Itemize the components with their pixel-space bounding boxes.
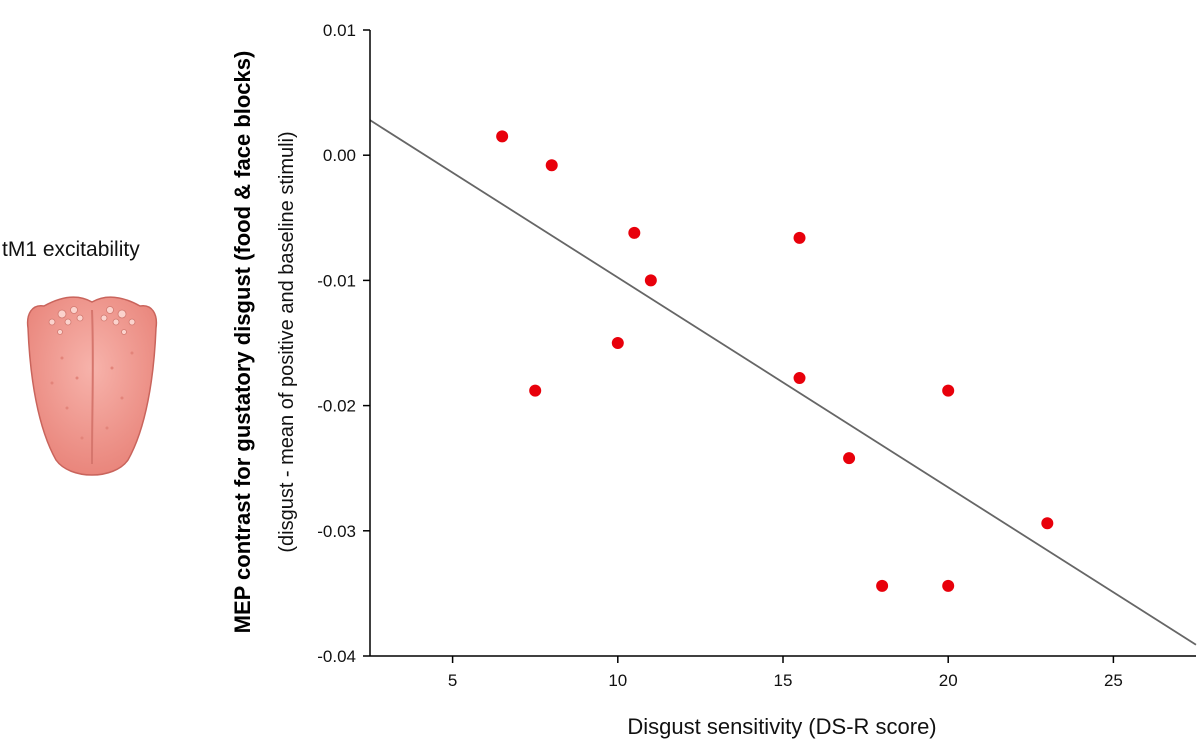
data-point bbox=[529, 384, 542, 397]
x-tick-label: 15 bbox=[774, 671, 793, 690]
regression-line bbox=[369, 119, 1197, 646]
data-point bbox=[545, 159, 558, 172]
data-point bbox=[876, 579, 889, 592]
data-point bbox=[611, 337, 624, 349]
y-tick-label: -0.01 bbox=[317, 271, 356, 290]
data-point bbox=[942, 384, 955, 397]
data-point bbox=[793, 231, 806, 244]
data-point bbox=[942, 579, 955, 592]
y-tick-label: -0.03 bbox=[317, 522, 356, 541]
y-tick-label: -0.02 bbox=[317, 397, 356, 416]
y-axis-label: MEP contrast for gustatory disgust (food… bbox=[230, 51, 255, 634]
y-tick-label: 0.00 bbox=[323, 146, 356, 165]
data-point bbox=[793, 372, 806, 385]
data-point bbox=[496, 130, 509, 143]
x-axis-label: Disgust sensitivity (DS-R score) bbox=[627, 714, 936, 739]
y-tick-label: -0.04 bbox=[317, 647, 356, 666]
y-tick-label: 0.01 bbox=[323, 21, 356, 40]
x-tick-label: 10 bbox=[608, 671, 627, 690]
data-point bbox=[644, 274, 657, 287]
data-point bbox=[843, 452, 856, 465]
x-tick-label: 25 bbox=[1104, 671, 1123, 690]
tongue-icon bbox=[22, 288, 162, 484]
panel-label: tM1 excitability bbox=[2, 238, 140, 261]
y-axis-sublabel: (disgust - mean of positive and baseline… bbox=[276, 131, 298, 552]
data-point bbox=[1041, 517, 1054, 530]
x-tick-label: 20 bbox=[939, 671, 958, 690]
data-point bbox=[628, 226, 641, 239]
x-tick-label: 5 bbox=[448, 671, 457, 690]
